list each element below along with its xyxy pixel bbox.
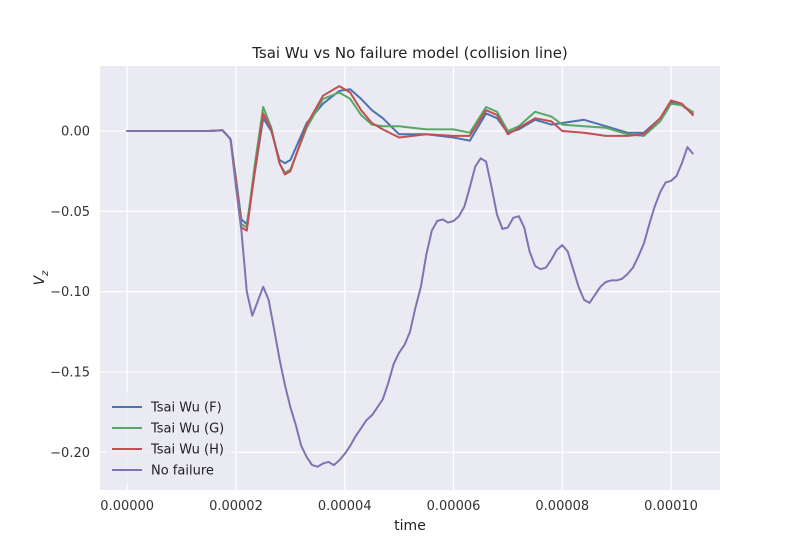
series-line-no-failure <box>126 129 694 468</box>
chart-title: Tsai Wu vs No failure model (collision l… <box>251 44 568 62</box>
x-axis-label: time <box>394 518 426 534</box>
y-tick-label: −0.05 <box>50 205 90 220</box>
y-axis-label: V <box>32 274 48 285</box>
legend: Tsai Wu (F) Tsai Wu (G) Tsai Wu (H) No fail… <box>106 393 232 484</box>
legend-label: Tsai Wu (G) <box>150 422 224 437</box>
y-tick-label: 0.00 <box>61 125 90 140</box>
grid <box>100 66 720 490</box>
series-line-tsai-wu-h <box>126 85 694 232</box>
series-layer <box>126 85 694 468</box>
y-tick-label: −0.15 <box>50 365 90 380</box>
y-tick-labels: 0.00 −0.05 −0.10 −0.15 −0.20 <box>50 125 90 461</box>
y-axis-label-subscript: z <box>40 270 51 277</box>
svg-text:Vz: Vz <box>32 270 51 286</box>
x-tick-label: 0.00010 <box>644 499 698 514</box>
y-tick-label: −0.10 <box>50 285 90 300</box>
x-tick-label: 0.00000 <box>100 499 154 514</box>
y-axis-label-group: Vz <box>32 270 51 286</box>
y-tick-label: −0.20 <box>50 446 90 461</box>
x-tick-label: 0.00006 <box>427 499 481 514</box>
x-tick-labels: 0.00000 0.00002 0.00004 0.00006 0.00008 0.000… <box>100 499 698 514</box>
legend-label: Tsai Wu (H) <box>150 443 224 458</box>
legend-label: Tsai Wu (F) <box>150 401 222 416</box>
legend-label: No failure <box>151 464 214 479</box>
x-tick-label: 0.00008 <box>535 499 589 514</box>
x-tick-label: 0.00002 <box>209 499 263 514</box>
x-tick-label: 0.00004 <box>318 499 372 514</box>
legend-box <box>106 393 232 484</box>
series-line-tsai-wu-f <box>126 88 694 226</box>
